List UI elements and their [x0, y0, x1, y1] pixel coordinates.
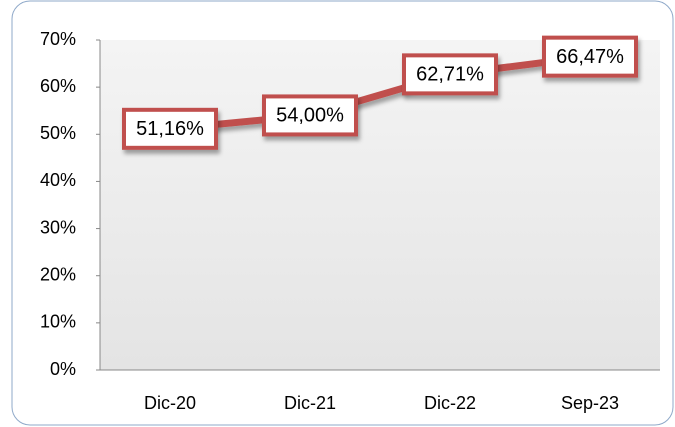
y-tick-label: 20% — [40, 264, 76, 284]
data-label: 62,71% — [402, 53, 498, 96]
y-tick-label: 10% — [40, 312, 76, 332]
label-box — [402, 53, 498, 96]
label-box — [262, 94, 358, 137]
value-label: 66,47% — [556, 46, 624, 68]
x-tick-label: Sep-23 — [561, 393, 619, 413]
label-box — [122, 107, 218, 150]
data-label: 51,16% — [122, 107, 218, 150]
x-tick-label: Dic-20 — [144, 393, 196, 413]
y-tick-label: 60% — [40, 76, 76, 96]
x-tick-label: Dic-21 — [284, 393, 336, 413]
data-label: 54,00% — [262, 94, 358, 137]
value-label: 62,71% — [416, 64, 484, 86]
y-tick-label: 50% — [40, 123, 76, 143]
x-tick-label: Dic-22 — [424, 393, 476, 413]
label-box — [542, 35, 638, 78]
y-tick-label: 0% — [50, 359, 76, 379]
y-tick-label: 30% — [40, 217, 76, 237]
plot-area — [100, 40, 660, 370]
y-tick-label: 70% — [40, 29, 76, 49]
value-label: 54,00% — [276, 105, 344, 127]
y-tick-label: 40% — [40, 170, 76, 190]
data-label: 66,47% — [542, 35, 638, 78]
value-label: 51,16% — [136, 118, 204, 140]
series-line — [169, 53, 591, 133]
